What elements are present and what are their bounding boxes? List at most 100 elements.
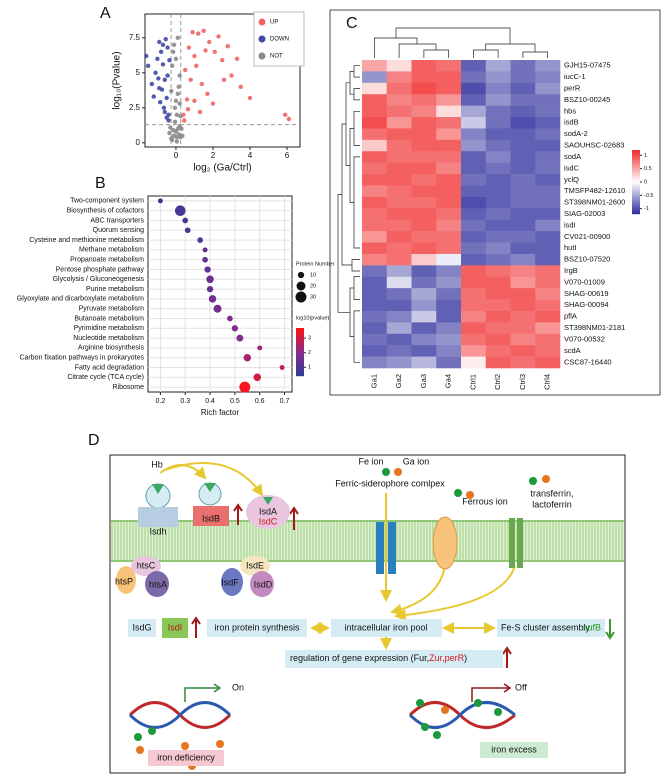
colorbar-step — [632, 164, 640, 167]
point — [185, 107, 191, 112]
cell — [386, 356, 412, 369]
cell — [436, 333, 462, 346]
column-label: Ga1 — [369, 374, 378, 388]
cell — [411, 242, 437, 255]
isde-shape — [240, 556, 270, 576]
point — [203, 48, 208, 53]
bubble — [236, 334, 244, 342]
point — [182, 118, 187, 123]
point — [220, 58, 225, 63]
cell — [535, 174, 561, 186]
cell — [436, 345, 462, 357]
cell — [461, 322, 487, 335]
colorbar-step — [296, 334, 304, 337]
colorbar-step — [632, 210, 640, 213]
protein-label: htsC — [137, 560, 156, 570]
y-tick-label: Fatty acid degradation — [75, 364, 144, 371]
cell — [461, 196, 487, 209]
point — [157, 100, 163, 105]
ion-label: lactoferrin — [532, 499, 572, 509]
cell — [362, 94, 388, 106]
cell — [510, 196, 536, 209]
bubble — [202, 256, 208, 263]
colorbar-step — [632, 156, 640, 159]
cell — [411, 231, 437, 243]
colorbar-step — [632, 192, 640, 195]
cell — [535, 162, 561, 175]
fe-dot — [148, 727, 156, 735]
colorbar-step — [296, 366, 304, 369]
cell — [485, 82, 511, 95]
point — [157, 86, 162, 91]
point — [286, 116, 292, 122]
cell — [411, 322, 437, 335]
cell — [386, 299, 412, 312]
isdb-box — [193, 506, 229, 526]
cell — [485, 60, 511, 72]
bubble — [182, 217, 189, 224]
point — [165, 45, 170, 50]
colorbar-step — [296, 332, 304, 335]
cell — [461, 208, 487, 221]
cell — [436, 208, 462, 221]
y-tick-label: Citrate cycle (TCA cycle) — [67, 374, 144, 381]
arrow — [164, 462, 264, 497]
cell — [510, 265, 536, 278]
point — [157, 39, 162, 45]
y-tick-label: Glyoxylate and dicarboxylate metabolism — [17, 296, 144, 303]
cell — [436, 219, 462, 232]
cell — [436, 242, 462, 255]
point — [145, 63, 151, 68]
cell — [461, 128, 487, 141]
point — [221, 77, 227, 83]
regulation-text: regulation of gene expression (Fur, — [290, 653, 429, 663]
cell — [411, 265, 437, 278]
point — [169, 88, 174, 94]
colorbar-step — [632, 176, 640, 179]
cell — [510, 219, 536, 232]
cell — [386, 242, 412, 255]
column-label: Ctrl1 — [468, 374, 477, 390]
row-dendrogram — [337, 65, 360, 363]
point — [238, 84, 243, 90]
cell — [362, 322, 388, 335]
up-arrow — [233, 503, 243, 525]
fe-dot — [474, 699, 482, 707]
point — [153, 70, 158, 76]
colorbar-step — [632, 166, 640, 169]
dna — [128, 683, 516, 729]
colorbar-step — [632, 160, 640, 163]
cell — [485, 333, 511, 346]
cell — [411, 117, 437, 129]
cell — [362, 333, 388, 346]
cell — [485, 322, 511, 335]
colorbar-step — [296, 364, 304, 367]
cell — [411, 174, 437, 186]
row-label: BSZ10-07520 — [564, 255, 610, 264]
cell — [535, 345, 561, 357]
bubble — [231, 325, 239, 332]
cell — [411, 196, 437, 209]
cell — [461, 333, 487, 346]
cell — [386, 60, 412, 72]
cell — [436, 105, 462, 118]
cell — [535, 288, 561, 300]
bubble — [206, 285, 214, 293]
protein-label: IsdD — [254, 579, 273, 589]
colorbar-step — [632, 150, 640, 153]
column-label: Ga2 — [394, 374, 403, 388]
regulation-text: ) — [464, 653, 467, 663]
point — [173, 98, 179, 104]
row-label: pflA — [564, 312, 577, 321]
bubble — [197, 237, 203, 243]
cell — [485, 185, 511, 198]
cell — [461, 310, 487, 323]
legend-swatch — [258, 52, 266, 60]
point — [170, 128, 176, 133]
cell — [461, 71, 487, 84]
y-tick-label: Ribosome — [112, 384, 144, 391]
cell — [411, 94, 437, 106]
colorbar-step — [632, 162, 640, 165]
point — [169, 136, 174, 141]
